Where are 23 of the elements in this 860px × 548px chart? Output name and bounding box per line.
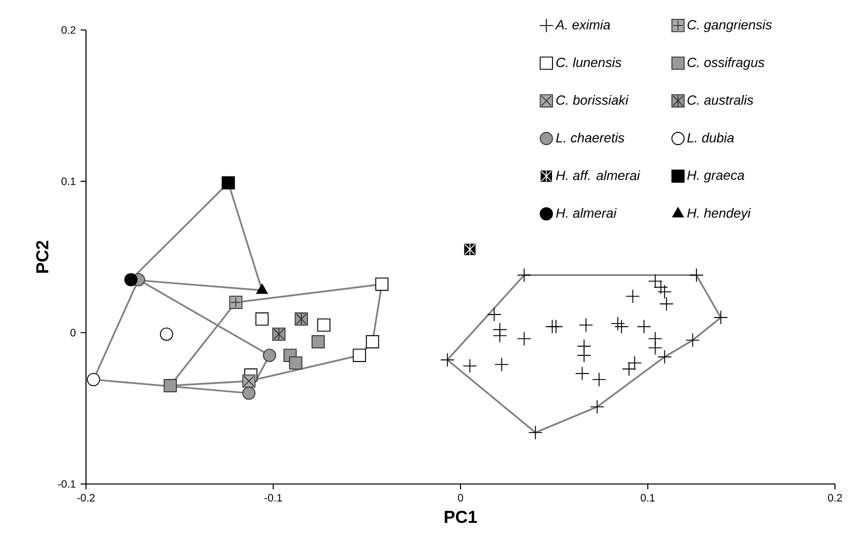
legend-label: H. aff. almerai: [556, 170, 640, 180]
legend-label: H. hendeyi: [687, 208, 751, 220]
legend-label: C. australis: [688, 95, 754, 105]
legend-label: H. almerai: [556, 208, 617, 218]
x-axis-title: PC1: [444, 510, 477, 524]
x-tick-label: 0: [458, 494, 464, 502]
legend-label: C. ossifragus: [688, 57, 764, 70]
x-tick-label: -0.1: [264, 494, 282, 502]
y-tick-label: -0.1: [58, 480, 76, 488]
y-tick-label: 0.2: [62, 26, 76, 34]
y-tick-label: 0: [70, 328, 76, 336]
legend-label: A. eximia: [555, 20, 610, 30]
y-axis-title: PC2: [36, 240, 48, 273]
y-tick-label: 0.1: [62, 178, 76, 186]
legend-label: H. graeca: [687, 170, 744, 183]
x-tick-label: 0.2: [828, 494, 842, 502]
legend-label: C. borissiaki: [556, 95, 629, 105]
legend-label: C. gangriensis: [688, 20, 772, 32]
x-tick-label: 0.1: [640, 494, 655, 502]
legend-label: C. lunensis: [556, 57, 622, 68]
legend-label: L. dubia: [687, 132, 734, 142]
x-tick-label: -0.2: [77, 494, 95, 502]
legend-label: L. chaeretis: [556, 132, 624, 142]
